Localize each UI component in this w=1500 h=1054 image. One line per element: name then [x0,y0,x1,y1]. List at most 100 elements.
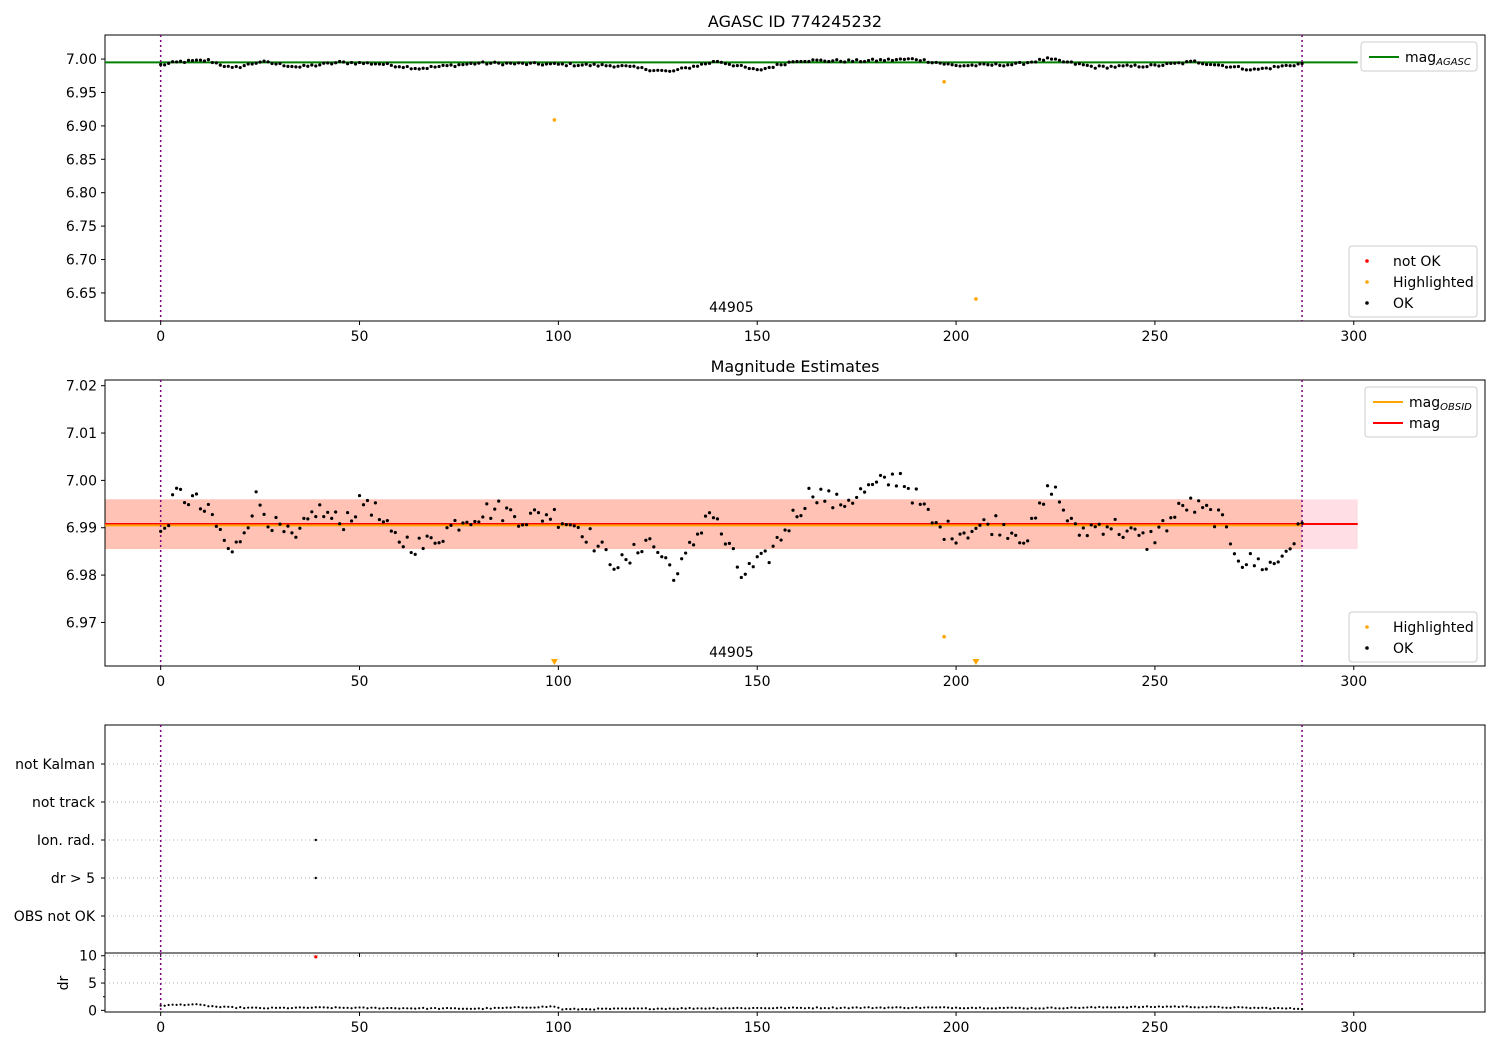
ok-point [581,1007,584,1011]
ok-point [1189,496,1193,500]
ok-point [716,1007,719,1010]
ok-point [509,61,513,65]
ok-point [787,529,791,533]
ok-point [1293,1007,1296,1010]
ok-point [640,1007,643,1010]
ok-point [544,513,549,517]
ok-point [915,1006,918,1009]
ok-point [592,62,596,66]
ok-point [290,64,294,69]
ok-point [1125,529,1129,533]
ok-point [533,1006,536,1009]
ok-point [202,59,207,63]
ok-point [1284,549,1288,553]
ok-point [596,544,600,548]
ok-point [561,1008,564,1011]
ok-point [517,61,521,65]
ok-point [1256,557,1260,561]
legend-dot-swatch [1365,259,1369,263]
ok-point [1193,1006,1196,1009]
ok-point [1102,1006,1105,1009]
ok-point [322,61,326,65]
legend-label: mag [1409,416,1440,432]
ok-point [1273,1007,1276,1010]
ok-point [413,552,417,557]
ok-point [409,550,413,555]
ok-point [234,540,238,544]
x-tick-label: 200 [943,674,970,690]
ok-point [748,1007,751,1010]
ok-point [532,61,537,65]
ok-point [688,540,692,544]
ok-point [238,65,242,70]
x-tick-label: 250 [1142,329,1169,345]
ok-point [1037,501,1042,505]
ok-point [453,518,457,523]
ok-point [1145,65,1149,69]
ok-point [290,531,294,535]
ok-point [950,1007,954,1010]
x-tick-label: 150 [744,674,771,690]
x-tick-label: 200 [943,1020,970,1036]
ok-point [190,59,195,63]
ok-point [1137,1006,1141,1009]
x-tick-label: 150 [744,1020,771,1036]
legend-label: OK [1393,641,1414,657]
ok-point [548,517,553,521]
ok-point [684,1007,687,1010]
ok-point [306,517,310,521]
ok-point [191,1003,194,1006]
ok-point [569,1008,572,1011]
ok-point [449,63,453,67]
ok-point [195,1003,198,1006]
ok-point [266,525,270,529]
ok-point [811,1007,814,1010]
ok-point [1045,484,1050,488]
ok-point [1205,1006,1208,1009]
ok-point [357,60,362,65]
ok-point [1109,527,1113,531]
dr-axes-frame [104,952,1486,1013]
ok-point [334,510,338,514]
ok-point [930,61,934,65]
ok-point [640,549,644,554]
ok-point [994,62,998,66]
ok-point [1225,1006,1228,1009]
y-tick-label: 6.85 [66,152,97,168]
ok-point [326,1006,329,1009]
ok-point [1082,1006,1085,1009]
ok-point [597,1007,600,1010]
ok-point [692,1007,695,1010]
ok-point [966,1007,970,1010]
ok-point [250,62,254,66]
ok-point [278,522,282,526]
ok-point [218,527,222,532]
ok-point [1141,1005,1145,1008]
y-tick-label: 6.70 [66,253,97,269]
ok-point [939,1006,942,1009]
ok-point [943,1006,946,1009]
ok-point [859,487,863,491]
ok-point [791,1006,795,1009]
ok-point [182,501,187,505]
ok-point [469,61,473,65]
ok-point [174,60,179,64]
ok-point [405,535,409,539]
ok-point [855,58,859,62]
ok-point [783,528,787,532]
ok-point [489,516,493,520]
ok-point [1018,541,1022,545]
ok-point [719,60,724,64]
ok-point [1069,516,1073,520]
ok-point [306,1006,309,1009]
ok-point [1038,1007,1041,1010]
ok-point [843,60,847,64]
ok-point [529,1006,532,1009]
ok-point [899,1006,902,1009]
ok-point [819,487,823,491]
ok-point [1030,60,1034,64]
ok-point [520,61,525,65]
ok-point [1169,1005,1172,1008]
ok-point [1272,64,1276,69]
ok-point [906,57,910,61]
